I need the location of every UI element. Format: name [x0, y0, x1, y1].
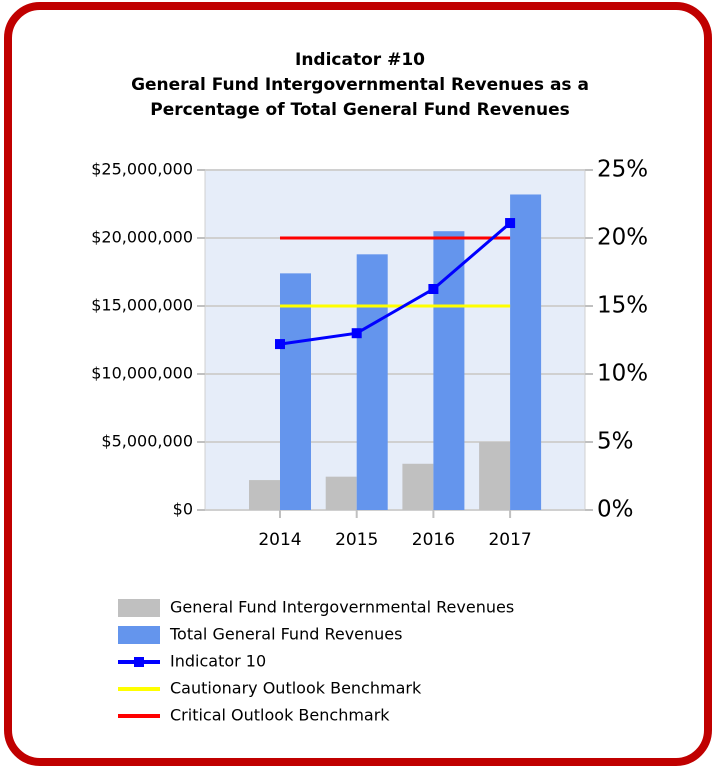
chart-title: Percentage of Total General Fund Revenue…	[150, 100, 570, 120]
y-tick-label: $5,000,000	[101, 432, 193, 451]
y2-tick-label: 10%	[597, 361, 648, 387]
y-tick-label: $0	[173, 500, 193, 519]
legend-label: General Fund Intergovernmental Revenues	[170, 598, 514, 617]
chart-title: Indicator #10	[295, 50, 425, 70]
bar	[356, 254, 388, 510]
y-tick-label: $15,000,000	[91, 296, 193, 315]
legend-swatch	[118, 626, 160, 644]
legend-swatch	[118, 599, 160, 617]
marker	[351, 328, 362, 339]
y2-tick-label: 0%	[597, 497, 634, 523]
y-tick-label: $25,000,000	[91, 160, 193, 179]
bar	[433, 231, 465, 510]
bar	[510, 194, 542, 511]
legend-label: Cautionary Outlook Benchmark	[170, 679, 422, 698]
bar	[479, 442, 511, 510]
chart-title: General Fund Intergovernmental Revenues …	[131, 75, 589, 95]
legend-label: Indicator 10	[170, 652, 266, 671]
x-tick-label: 2016	[412, 530, 455, 550]
marker	[428, 284, 439, 294]
legend-label: Total General Fund Revenues	[169, 625, 402, 644]
y2-tick-label: 20%	[597, 225, 648, 251]
y2-tick-label: 5%	[597, 429, 634, 455]
x-tick-label: 2017	[488, 530, 531, 550]
legend-label: Critical Outlook Benchmark	[170, 706, 390, 725]
marker	[505, 218, 516, 229]
y-tick-label: $20,000,000	[91, 228, 193, 247]
y2-tick-label: 25%	[597, 157, 648, 183]
y-tick-label: $10,000,000	[91, 364, 193, 383]
x-tick-label: 2014	[258, 530, 301, 550]
bar	[402, 463, 434, 510]
bar	[249, 480, 280, 510]
line	[279, 221, 512, 346]
bar	[280, 273, 311, 510]
bar	[325, 476, 357, 510]
y2-tick-label: 15%	[597, 293, 648, 319]
x-tick-label: 2015	[335, 530, 378, 550]
legend-marker	[134, 657, 144, 667]
marker	[275, 339, 285, 350]
